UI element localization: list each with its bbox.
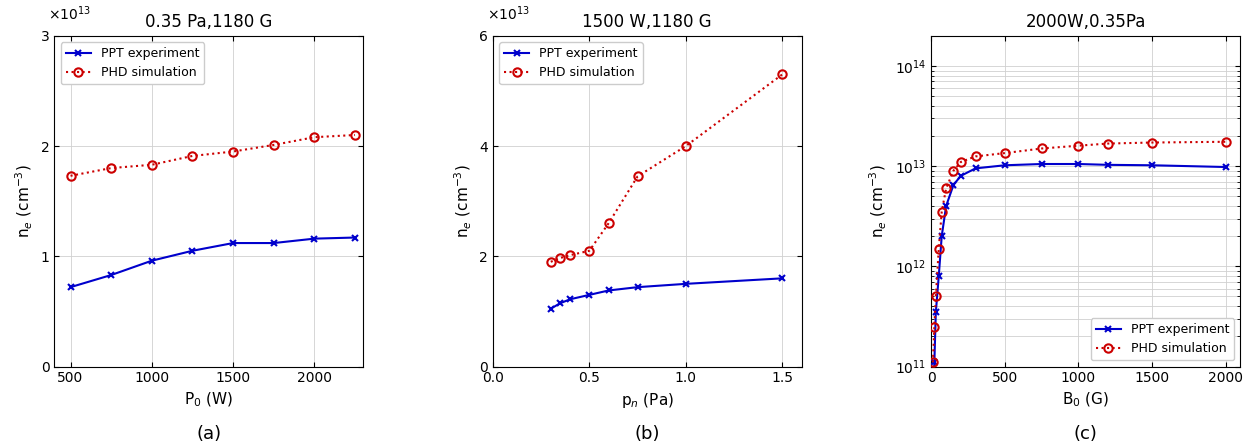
PPT experiment: [946, 182, 961, 188]
PHD simulation: [946, 168, 961, 173]
PPT experiment: [1071, 161, 1086, 167]
Y-axis label: n$_e$ (cm$^{-3}$): n$_e$ (cm$^{-3}$): [14, 164, 35, 238]
PHD simulation: [581, 248, 596, 253]
PHD simulation: [931, 246, 946, 251]
PHD simulation: [1101, 141, 1116, 146]
Line: PPT experiment: PPT experiment: [547, 275, 786, 312]
PPT experiment: [1034, 161, 1049, 167]
PHD simulation: [775, 72, 790, 77]
PPT experiment: [185, 248, 200, 253]
PPT experiment: [998, 163, 1013, 168]
Title: 2000W,0.35Pa: 2000W,0.35Pa: [1025, 13, 1146, 31]
PHD simulation: [967, 154, 982, 159]
PPT experiment: [543, 306, 559, 311]
PHD simulation: [998, 150, 1013, 156]
PHD simulation: [938, 186, 954, 191]
PPT experiment: [347, 235, 362, 240]
PPT experiment: [954, 173, 969, 178]
Line: PHD simulation: PHD simulation: [67, 131, 360, 180]
PHD simulation: [1218, 139, 1233, 144]
Text: (b): (b): [634, 425, 660, 443]
PHD simulation: [103, 165, 118, 171]
PHD simulation: [1034, 146, 1049, 151]
PPT experiment: [678, 281, 693, 287]
Legend: PPT experiment, PHD simulation: PPT experiment, PHD simulation: [60, 42, 204, 84]
PHD simulation: [926, 360, 941, 365]
PPT experiment: [601, 288, 616, 293]
PHD simulation: [63, 173, 78, 178]
PPT experiment: [927, 360, 942, 365]
PPT experiment: [935, 233, 950, 239]
PHD simulation: [601, 220, 616, 226]
PHD simulation: [1145, 140, 1160, 145]
PPT experiment: [931, 274, 946, 279]
X-axis label: p$_n$ (Pa): p$_n$ (Pa): [620, 391, 674, 410]
PHD simulation: [185, 153, 200, 159]
PHD simulation: [928, 294, 944, 299]
PPT experiment: [145, 258, 160, 263]
PHD simulation: [347, 132, 362, 138]
Line: PHD simulation: PHD simulation: [546, 70, 786, 266]
Legend: PPT experiment, PHD simulation: PPT experiment, PHD simulation: [499, 42, 643, 84]
PPT experiment: [581, 292, 596, 298]
PPT experiment: [1218, 164, 1233, 170]
X-axis label: B$_0$ (G): B$_0$ (G): [1062, 391, 1110, 409]
PPT experiment: [562, 297, 577, 302]
PHD simulation: [562, 253, 577, 258]
PPT experiment: [225, 240, 240, 246]
Line: PHD simulation: PHD simulation: [928, 138, 1230, 367]
Title: 1500 W,1180 G: 1500 W,1180 G: [582, 13, 712, 31]
PHD simulation: [552, 255, 567, 261]
PPT experiment: [1101, 162, 1116, 168]
PPT experiment: [630, 284, 645, 290]
Text: (a): (a): [196, 425, 221, 443]
PPT experiment: [926, 394, 941, 399]
Text: $\times10^{13}$: $\times10^{13}$: [487, 4, 530, 22]
PHD simulation: [927, 324, 942, 329]
Text: $\times10^{13}$: $\times10^{13}$: [48, 4, 91, 22]
PHD simulation: [935, 209, 950, 215]
PPT experiment: [552, 300, 567, 306]
Y-axis label: n$_e$ (cm$^{-3}$): n$_e$ (cm$^{-3}$): [868, 164, 889, 238]
Line: PPT experiment: PPT experiment: [930, 160, 1229, 400]
Title: 0.35 Pa,1180 G: 0.35 Pa,1180 G: [145, 13, 273, 31]
Legend: PPT experiment, PHD simulation: PPT experiment, PHD simulation: [1091, 318, 1234, 360]
PPT experiment: [928, 309, 944, 315]
PHD simulation: [543, 259, 559, 265]
PPT experiment: [775, 276, 790, 281]
PHD simulation: [267, 142, 282, 148]
PPT experiment: [267, 240, 282, 246]
PHD simulation: [145, 162, 160, 168]
PPT experiment: [938, 203, 954, 209]
PHD simulation: [678, 143, 693, 149]
Line: PPT experiment: PPT experiment: [67, 234, 359, 291]
PPT experiment: [103, 272, 118, 278]
PHD simulation: [307, 135, 322, 140]
X-axis label: P$_0$ (W): P$_0$ (W): [184, 391, 233, 409]
PHD simulation: [954, 159, 969, 164]
PPT experiment: [967, 166, 982, 171]
PPT experiment: [1145, 163, 1160, 168]
PPT experiment: [307, 236, 322, 241]
Text: (c): (c): [1074, 425, 1098, 443]
PHD simulation: [630, 173, 645, 179]
PHD simulation: [1071, 143, 1086, 148]
PPT experiment: [63, 284, 78, 290]
PHD simulation: [225, 149, 240, 154]
Y-axis label: n$_e$ (cm$^{-3}$): n$_e$ (cm$^{-3}$): [453, 164, 473, 238]
